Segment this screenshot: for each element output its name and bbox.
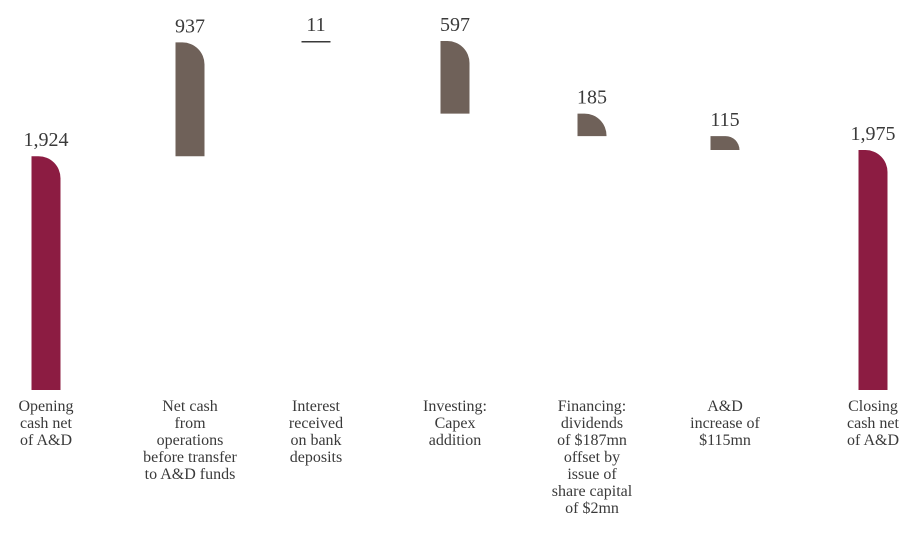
value-label: 185	[577, 87, 607, 109]
bar	[175, 42, 205, 157]
category-label: Financing: dividends of $187mn offset by…	[551, 398, 633, 517]
bar	[710, 136, 740, 151]
bar	[301, 41, 331, 43]
value-label: 597	[440, 14, 470, 36]
bar	[858, 150, 888, 390]
category-label: Investing: Capex addition	[423, 398, 487, 449]
bar	[440, 41, 470, 114]
category-label: Closing cash net of A&D	[847, 398, 899, 449]
category-label: Opening cash net of A&D	[18, 398, 74, 449]
value-label: 1,975	[851, 123, 896, 145]
value-label: 1,924	[24, 129, 69, 151]
category-label: Interest received on bank deposits	[288, 398, 344, 466]
bar	[31, 156, 61, 390]
value-label: 115	[710, 109, 739, 131]
value-label: 937	[175, 15, 205, 37]
category-label: A&D increase of $115mn	[690, 398, 760, 449]
category-label: Net cash from operations before transfer…	[143, 398, 237, 483]
value-label: 11	[306, 14, 325, 36]
bar	[577, 113, 607, 137]
